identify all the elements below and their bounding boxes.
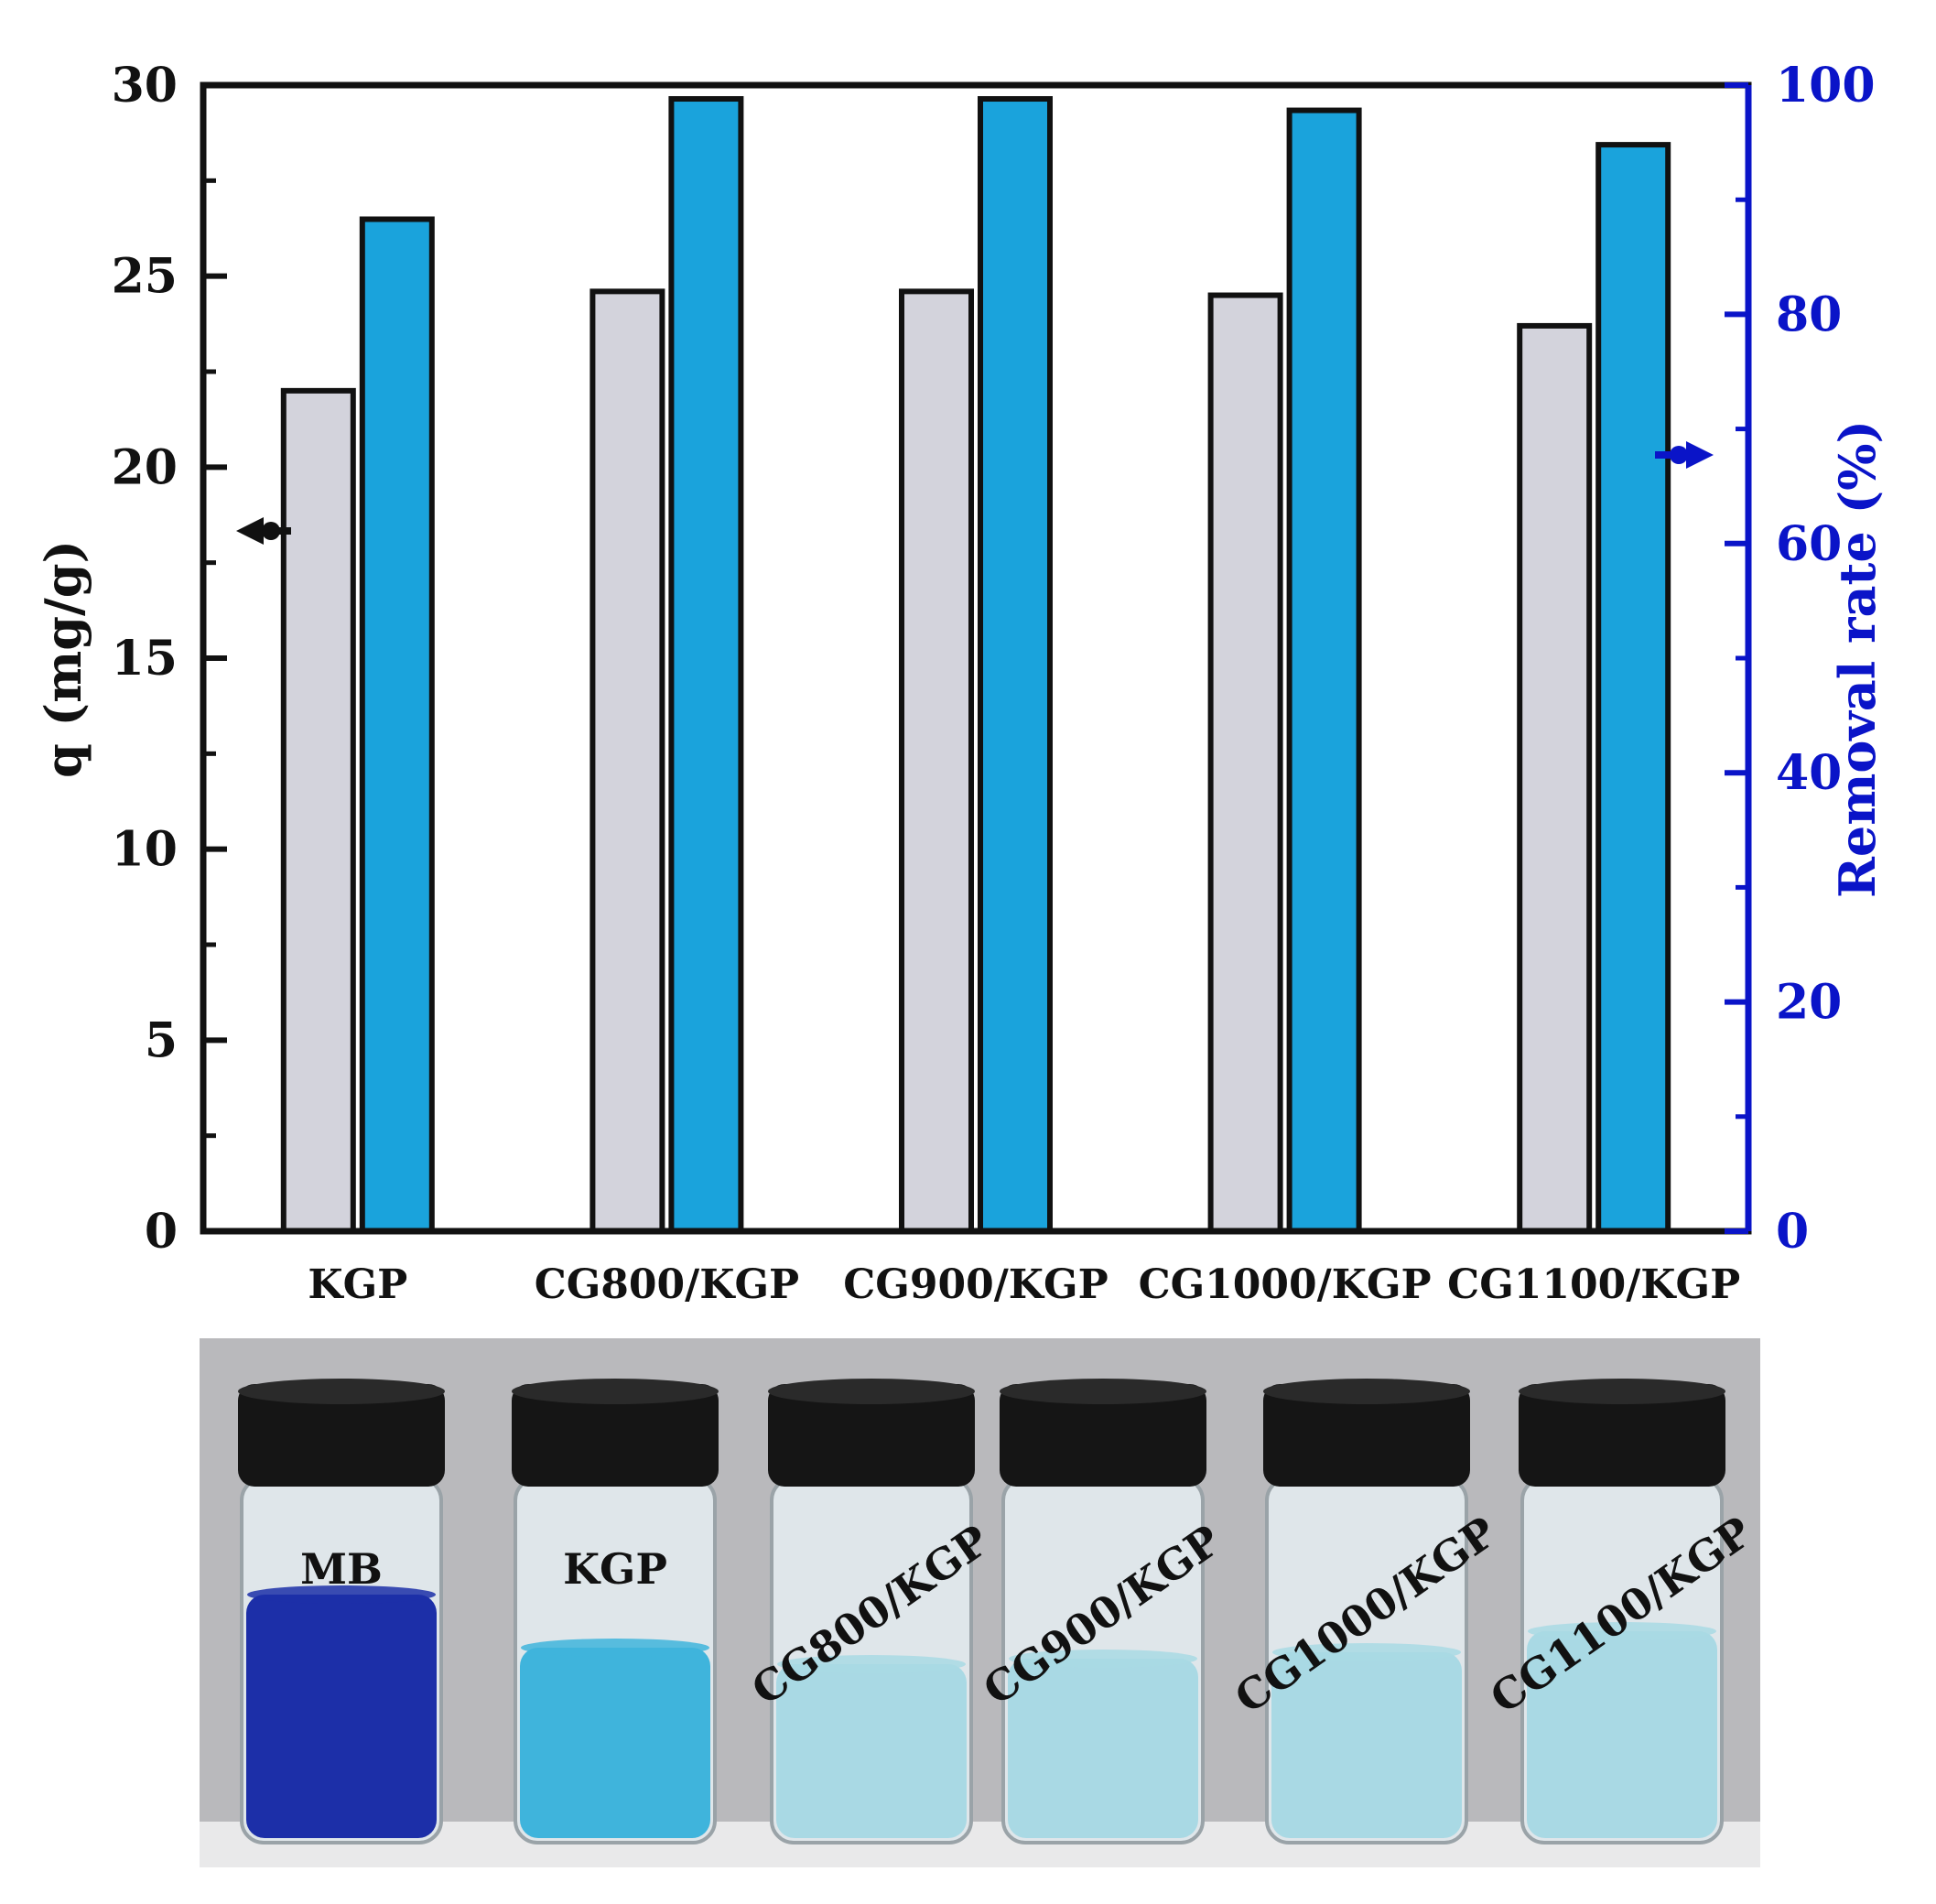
removal-rate-bar (1595, 142, 1671, 1234)
vial-solution (1008, 1659, 1198, 1838)
vial-solution (246, 1595, 437, 1838)
vial-cap-top (1263, 1379, 1470, 1404)
left-tick-label: 30 (112, 58, 178, 114)
vial-cap (1263, 1384, 1470, 1487)
category-label: CG1000/KGP (1139, 1261, 1432, 1308)
right-tick-label: 40 (1776, 745, 1842, 801)
vial-solution (520, 1648, 710, 1838)
vial-solution (1271, 1652, 1462, 1838)
right-axis-ticks: 0 20 40 60 80 100 (1725, 58, 1876, 1260)
category-label: CG900/KGP (843, 1261, 1108, 1308)
q-bar (280, 387, 356, 1235)
q-bar (589, 288, 665, 1234)
vial: MB (238, 1379, 445, 1844)
vial-meniscus (1528, 1622, 1716, 1640)
vial-cap (1519, 1384, 1725, 1487)
left-tick-label: 15 (112, 631, 178, 687)
left-tick-label: 0 (145, 1204, 178, 1260)
vial: CG800/KGP (742, 1379, 998, 1844)
bars-layer (280, 96, 1671, 1235)
vial-cap (512, 1384, 719, 1487)
plot-frame (200, 81, 1752, 1235)
vial-meniscus (521, 1639, 709, 1657)
left-axis-title: q (mg/g) (34, 540, 92, 778)
vial-solution (1527, 1631, 1717, 1838)
left-axis-arrow-icon (236, 517, 291, 545)
vial-label: KGP (563, 1544, 667, 1594)
bar-chart: 0 5 10 15 20 25 30 0 20 40 60 80 100 KGP CG800/KGP CG… (34, 58, 1887, 1308)
left-tick-label: 25 (112, 249, 178, 305)
q-bar (899, 288, 974, 1234)
right-tick-label: 0 (1776, 1204, 1809, 1260)
vial-meniscus (1272, 1643, 1461, 1661)
vial-cap (768, 1384, 975, 1487)
removal-rate-bar (978, 96, 1053, 1234)
vial: CG1000/KGP (1226, 1379, 1505, 1844)
right-tick-label: 20 (1776, 975, 1842, 1031)
vial-cap-top (1519, 1379, 1725, 1404)
vial-cap-top (238, 1379, 445, 1404)
vial-meniscus (1009, 1650, 1197, 1668)
category-label: CG1100/KGP (1447, 1261, 1740, 1308)
vial: KGP (512, 1379, 719, 1844)
photo-background (200, 1338, 1760, 1867)
left-axis-ticks: 0 5 10 15 20 25 30 (112, 58, 227, 1260)
vial-meniscus (777, 1655, 966, 1673)
left-tick-label: 10 (112, 822, 178, 878)
category-label: KGP (308, 1261, 407, 1308)
photo-bench (200, 1822, 1760, 1867)
vials-photo: MB KGP CG800/KGPCG900/KGPCG1000/KGPCG1100/… (200, 1338, 1760, 1867)
vial-cap-top (512, 1379, 719, 1404)
vial: CG1100/KGP (1481, 1379, 1760, 1844)
q-bar (1517, 322, 1593, 1235)
removal-rate-bar (359, 216, 435, 1234)
vial-solution (776, 1664, 967, 1838)
vial: CG900/KGP (974, 1379, 1229, 1844)
right-axis-arrow-icon (1655, 441, 1714, 469)
right-axis-title: Removal rate (%) (1828, 420, 1887, 898)
left-tick-label: 20 (112, 439, 178, 495)
removal-rate-bar (1286, 107, 1362, 1235)
vial-cap-top (1000, 1379, 1206, 1404)
category-labels: KGP CG800/KGP CG900/KGP CG1000/KGP CG1100/KG… (308, 1261, 1740, 1308)
right-tick-label: 100 (1776, 58, 1876, 114)
q-bar (1207, 292, 1283, 1234)
right-tick-label: 80 (1776, 287, 1842, 342)
vial-cap (1000, 1384, 1206, 1487)
vial-cap-top (768, 1379, 975, 1404)
vial-cap (238, 1384, 445, 1487)
vials-layer: MB KGP CG800/KGPCG900/KGPCG1000/KGPCG1100/… (238, 1379, 1760, 1844)
right-tick-label: 60 (1776, 516, 1842, 572)
removal-rate-bar (668, 96, 744, 1234)
vial-meniscus (247, 1585, 436, 1604)
left-tick-label: 5 (145, 1012, 178, 1068)
vial-label: MB (300, 1544, 383, 1594)
category-label: CG800/KGP (535, 1261, 799, 1308)
